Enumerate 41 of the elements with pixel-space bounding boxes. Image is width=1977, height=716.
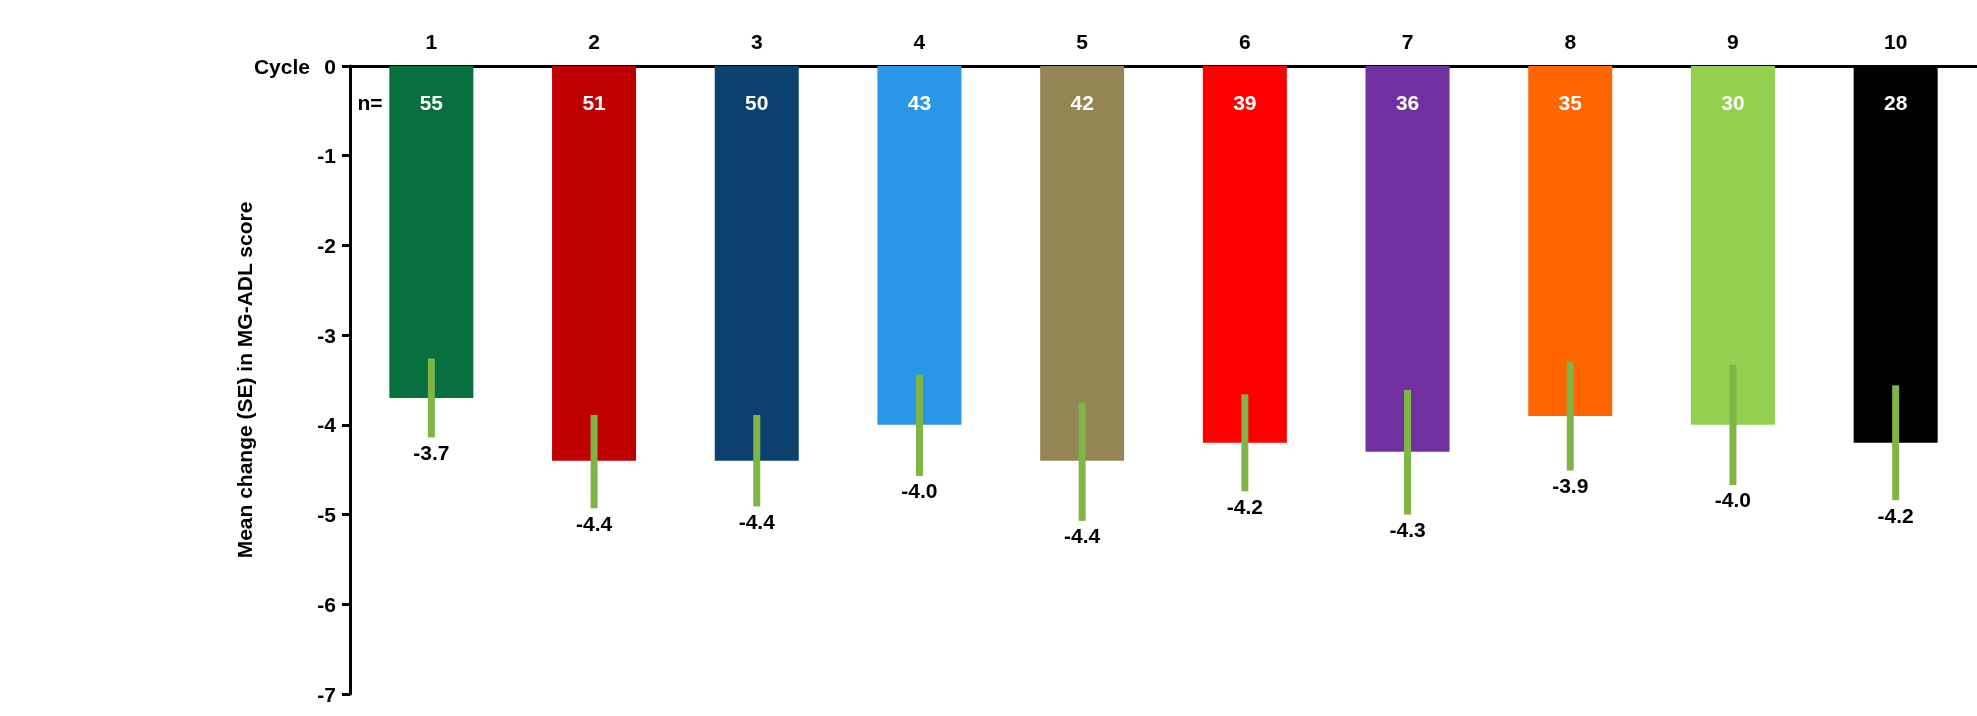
y-tick-label: -4	[317, 413, 337, 437]
annotation: 39	[1233, 90, 1257, 114]
annotation: 35	[1558, 90, 1583, 114]
data-label: -3.9	[1552, 474, 1589, 498]
data-label: -4.4	[1064, 524, 1101, 548]
y-tick-label: 0	[324, 54, 336, 78]
data-label: -4.4	[575, 511, 613, 535]
annotation: 51	[582, 90, 607, 114]
annotation: n=	[357, 90, 383, 114]
x-tick-label: 7	[1401, 30, 1414, 53]
x-tick-label: 3	[750, 30, 763, 53]
x-tick-label: 10	[1883, 30, 1908, 53]
x-axis-title: Cycle	[253, 54, 310, 78]
y-tick-label: -2	[317, 233, 336, 257]
annotation: 30	[1721, 90, 1745, 114]
x-tick-label: 9	[1727, 30, 1739, 53]
x-tick-label: 2	[588, 30, 600, 53]
y-tick-label: -3	[317, 323, 336, 347]
annotation: 50	[745, 90, 769, 114]
annotation: 28	[1883, 90, 1908, 114]
annotation: 43	[907, 90, 932, 114]
data-label: -4.0	[901, 479, 938, 503]
y-tick-label: -7	[317, 682, 336, 706]
x-tick-label: 5	[1076, 30, 1089, 53]
data-label: -4.0	[1714, 488, 1752, 512]
data-label: -4.4	[738, 510, 776, 533]
annotation: 42	[1070, 90, 1094, 114]
data-label: -4.2	[1877, 503, 1914, 527]
y-tick-label: -1	[317, 144, 337, 168]
y-axis-title: Mean change (SE) in MG-ADL score	[233, 201, 256, 559]
x-tick-label: 4	[913, 30, 926, 53]
y-tick-label: -5	[317, 503, 337, 527]
annotation: 55	[419, 90, 444, 114]
x-tick-label: 6	[1239, 30, 1251, 53]
y-tick-label: -6	[317, 592, 336, 616]
data-label: -4.2	[1226, 494, 1263, 518]
x-tick-label: 8	[1564, 30, 1577, 53]
annotation: 36	[1395, 90, 1420, 114]
data-label: -4.3	[1389, 518, 1426, 542]
data-label: -3.7	[413, 440, 450, 464]
x-tick-label: 1	[425, 30, 438, 53]
